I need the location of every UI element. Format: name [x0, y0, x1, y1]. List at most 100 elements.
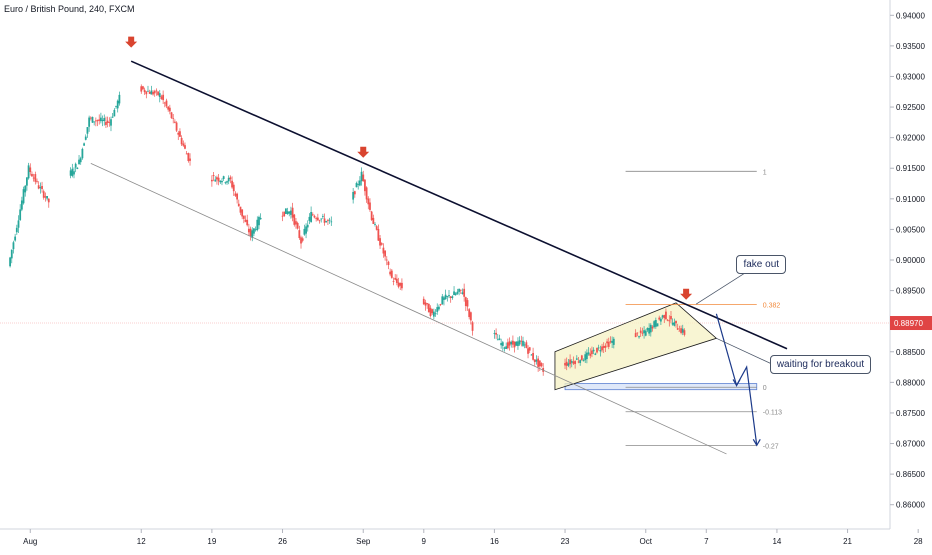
candle-body: [214, 179, 217, 182]
candle-body: [167, 106, 170, 110]
candle-body: [597, 347, 600, 349]
candle-body: [113, 109, 116, 117]
time-tick-label: 19: [207, 537, 216, 546]
rising-wedge: [554, 302, 718, 391]
candle-body: [47, 198, 50, 203]
candle-body: [10, 249, 13, 259]
candle-body: [441, 296, 444, 304]
candle-body: [105, 122, 107, 125]
candle-body: [108, 122, 111, 123]
candle-body: [565, 361, 568, 366]
candle-body: [390, 270, 393, 278]
candle-body: [234, 193, 237, 196]
time-tick-label: 7: [704, 537, 709, 546]
time-tick-label: 14: [772, 537, 781, 546]
candle-body: [515, 341, 518, 346]
candle-body: [385, 259, 388, 261]
candle-body: [241, 209, 244, 217]
candle-body: [432, 311, 435, 317]
candle-body: [648, 328, 651, 334]
candle-body: [32, 177, 35, 179]
candle-body: [98, 119, 101, 121]
candle-body: [293, 214, 296, 225]
candle-body: [140, 86, 143, 92]
candle-body: [283, 211, 286, 217]
candle-body: [458, 288, 460, 292]
candle-body: [310, 212, 313, 223]
candle-body: [148, 91, 151, 94]
candle-body: [594, 353, 597, 355]
candle-body: [644, 330, 647, 336]
candle-body: [237, 203, 240, 207]
candle-body: [512, 340, 514, 345]
candle-body: [671, 322, 674, 325]
candle-body: [73, 171, 75, 175]
candle-body: [505, 346, 508, 349]
candle-body: [658, 317, 661, 320]
candle-body: [291, 207, 294, 218]
time-tick-label: Oct: [640, 537, 653, 546]
price-tick-label: 0.86000: [896, 501, 925, 510]
candle-body: [143, 89, 146, 93]
candle-body: [612, 338, 615, 345]
price-tick-label: 0.90000: [896, 256, 925, 265]
candle-body: [367, 198, 370, 205]
candle-body: [646, 328, 649, 331]
candle-body: [74, 163, 77, 168]
candle-body: [19, 209, 22, 220]
candle-body: [180, 137, 183, 145]
candle-body: [327, 219, 329, 221]
candle-body: [15, 227, 18, 233]
candle-body: [596, 347, 598, 353]
candle-body: [528, 347, 531, 351]
candle-body: [320, 218, 323, 220]
candle-body: [111, 116, 114, 118]
candle-body: [463, 288, 466, 297]
candle-body: [587, 352, 590, 355]
fib-level-label: 0.382: [763, 303, 781, 310]
candle-body: [513, 341, 516, 348]
candle-body: [493, 333, 496, 334]
candle-body: [247, 228, 250, 233]
candle-body: [471, 322, 474, 331]
breakout-pointer: [716, 337, 773, 365]
candle-body: [495, 332, 497, 335]
candle-body: [364, 179, 366, 192]
candle-body: [158, 93, 161, 98]
candle-body: [397, 282, 400, 287]
candle-body: [582, 360, 585, 362]
candle-body: [145, 91, 148, 95]
candle-body: [439, 303, 442, 305]
candle-body: [93, 121, 96, 123]
candle-body: [256, 219, 259, 230]
candle-body: [216, 177, 218, 180]
candle-body: [160, 96, 163, 99]
candle-body: [564, 363, 566, 366]
candle-body: [522, 340, 524, 346]
candle-body: [589, 353, 592, 356]
candle-body: [523, 344, 526, 346]
candle-body: [375, 226, 378, 230]
candle-body: [384, 250, 387, 257]
candles-group: [9, 84, 686, 376]
projection-arrowhead: [732, 379, 741, 387]
candle-body: [456, 291, 459, 294]
candle-body: [155, 90, 158, 92]
candle-body: [508, 341, 511, 346]
candle-body: [210, 179, 213, 182]
candle-body: [325, 221, 328, 223]
candle-body: [670, 316, 672, 320]
candle-body: [305, 226, 307, 234]
candle-body: [586, 352, 588, 360]
fib-level-label: 1: [763, 169, 767, 176]
candle-body: [468, 309, 471, 318]
candle-body: [31, 173, 33, 177]
candle-body: [584, 354, 587, 361]
candle-body: [641, 332, 644, 334]
price-tick-label: 0.90500: [896, 225, 925, 234]
candle-body: [301, 238, 304, 241]
candle-body: [466, 300, 469, 307]
candle-body: [36, 180, 38, 182]
candle-body: [101, 119, 104, 122]
